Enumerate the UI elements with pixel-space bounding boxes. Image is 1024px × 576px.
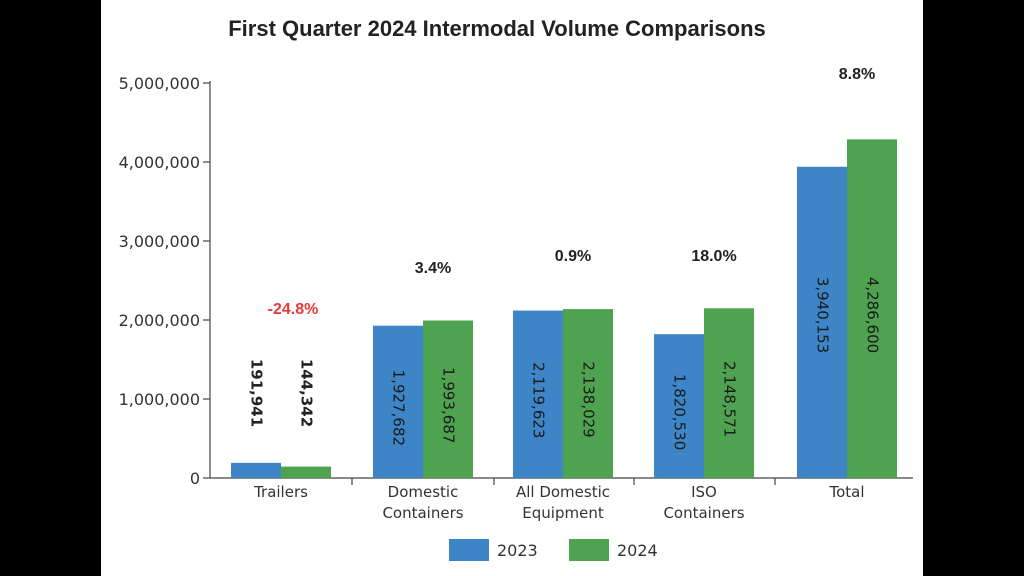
- legend-swatch-2024: [569, 539, 609, 561]
- bars: [231, 139, 897, 479]
- percent-change-label: 3.4%: [415, 260, 451, 277]
- category-label: Total: [828, 483, 864, 501]
- category-label: Domestic Containers: [382, 483, 463, 522]
- bar-2023: [373, 325, 423, 478]
- y-tick-label: 0: [190, 469, 200, 488]
- y-tick-label: 5,000,000: [119, 74, 200, 93]
- bar-2023: [231, 462, 281, 478]
- data-labels: 191,941 144,342 1,927,682 1,993,687 2,119,62…: [248, 66, 882, 450]
- bar-2023: [513, 310, 563, 478]
- bar-value-label: 1,820,530: [671, 374, 689, 450]
- bar-value-label: 1,993,687: [440, 367, 458, 443]
- chart-panel: First Quarter 2024 Intermodal Volume Com…: [101, 0, 923, 576]
- bar-value-label: 191,941: [248, 359, 266, 427]
- bar-value-label: 2,138,029: [580, 361, 598, 437]
- category-label: All Domestic Equipment: [516, 483, 610, 522]
- legend-label-2023: 2023: [497, 541, 538, 560]
- percent-change-label: 0.9%: [555, 248, 591, 265]
- legend-swatch-2023: [449, 539, 489, 561]
- category-label: ISO Containers: [663, 483, 744, 522]
- percent-change-label: -24.8%: [268, 301, 319, 318]
- y-tick-label: 1,000,000: [119, 390, 200, 409]
- bar-2024: [281, 466, 331, 478]
- bar-2024: [847, 139, 897, 479]
- y-tick-label: 3,000,000: [119, 232, 200, 251]
- bar-value-label: 1,927,682: [390, 370, 408, 446]
- bar-2024: [423, 320, 473, 478]
- category-label: Trailers: [253, 483, 308, 501]
- y-tick-label: 2,000,000: [119, 311, 200, 330]
- bar-value-label: 2,119,623: [530, 362, 548, 438]
- bar-value-label: 4,286,600: [864, 277, 882, 353]
- bar-value-label: 144,342: [298, 359, 316, 427]
- bar-2024: [563, 309, 613, 478]
- bar-2023: [797, 166, 847, 479]
- bar-chart: First Quarter 2024 Intermodal Volume Com…: [119, 16, 913, 561]
- bar-value-label: 2,148,571: [721, 361, 739, 437]
- y-tick-label: 4,000,000: [119, 153, 200, 172]
- percent-change-label: 8.8%: [839, 66, 875, 83]
- axes: 0 1,000,000 2,000,000 3,000,000 4,000,000 5,0…: [119, 74, 913, 522]
- bar-2023: [654, 334, 704, 478]
- chart-title: First Quarter 2024 Intermodal Volume Com…: [228, 16, 766, 41]
- legend: 2023 2024: [449, 539, 658, 561]
- bar-2024: [704, 308, 754, 478]
- percent-change-label: 18.0%: [691, 248, 736, 265]
- legend-label-2024: 2024: [617, 541, 658, 560]
- bar-value-label: 3,940,153: [814, 277, 832, 353]
